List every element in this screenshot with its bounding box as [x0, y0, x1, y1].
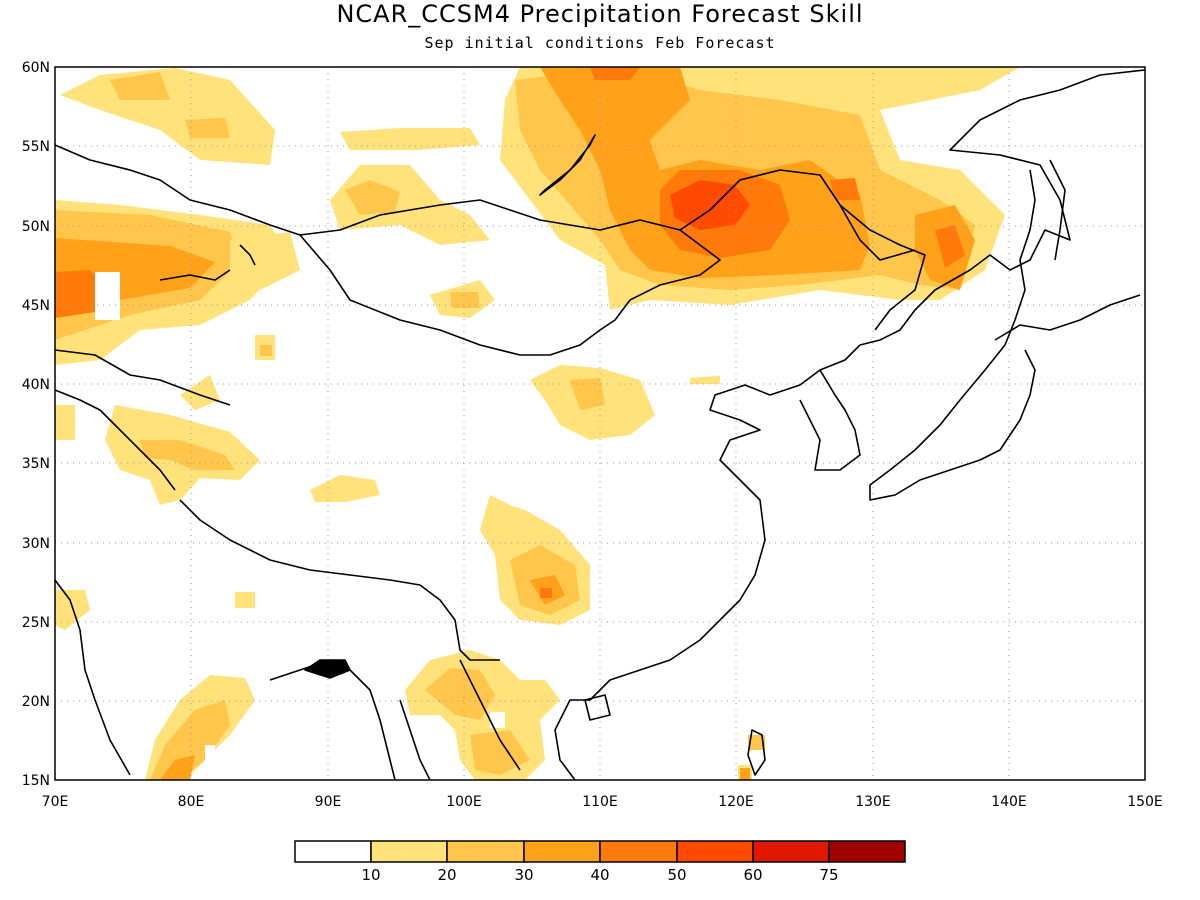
lon-label: 120E [718, 794, 754, 810]
lat-label: 40N [22, 377, 50, 393]
colorbar-label: 10 [361, 866, 380, 884]
colorbar-label: 60 [743, 866, 762, 884]
lat-label: 20N [22, 694, 50, 710]
lon-axis: 70E 80E 90E 100E 110E 120E 130E 140E 150… [42, 794, 1163, 810]
lat-label: 30N [22, 536, 50, 552]
coastlines-borders [55, 69, 1145, 780]
lat-label: 25N [22, 615, 50, 631]
lat-label: 35N [22, 456, 50, 472]
colorbar-swatch [446, 840, 525, 863]
lon-label: 110E [582, 794, 618, 810]
colorbar-swatch [828, 840, 906, 863]
map-title: NCAR_CCSM4 Precipitation Forecast Skill [336, 0, 864, 28]
colorbar: 10 20 30 40 50 60 75 [294, 840, 906, 884]
map-subtitle: Sep initial conditions Feb Forecast [424, 34, 776, 52]
lat-label: 50N [22, 219, 50, 235]
lon-label: 140E [991, 794, 1027, 810]
lat-label: 55N [22, 139, 50, 155]
lat-label: 15N [22, 773, 50, 789]
lon-label: 150E [1127, 794, 1163, 810]
colorbar-swatch [370, 840, 448, 863]
lon-label: 100E [446, 794, 482, 810]
lat-label: 45N [22, 298, 50, 314]
colorbar-label: 75 [819, 866, 838, 884]
colorbar-label: 20 [437, 866, 456, 884]
colorbar-swatch [676, 840, 754, 863]
lon-label: 90E [315, 794, 342, 810]
lat-label: 60N [22, 60, 50, 76]
colorbar-swatch [599, 840, 678, 863]
lat-axis: 15N 20N 25N 30N 35N 40N 45N 50N 55N 60N [22, 60, 50, 789]
lon-label: 80E [178, 794, 205, 810]
colorbar-label: 30 [514, 866, 533, 884]
skill-shading [55, 67, 1020, 780]
colorbar-swatch [752, 840, 830, 863]
map-frame [54, 66, 1146, 781]
lon-label: 70E [42, 794, 69, 810]
colorbar-label: 40 [590, 866, 609, 884]
colorbar-label: 50 [667, 866, 686, 884]
lon-label: 130E [855, 794, 891, 810]
colorbar-swatch [294, 840, 372, 863]
colorbar-swatch [523, 840, 601, 863]
